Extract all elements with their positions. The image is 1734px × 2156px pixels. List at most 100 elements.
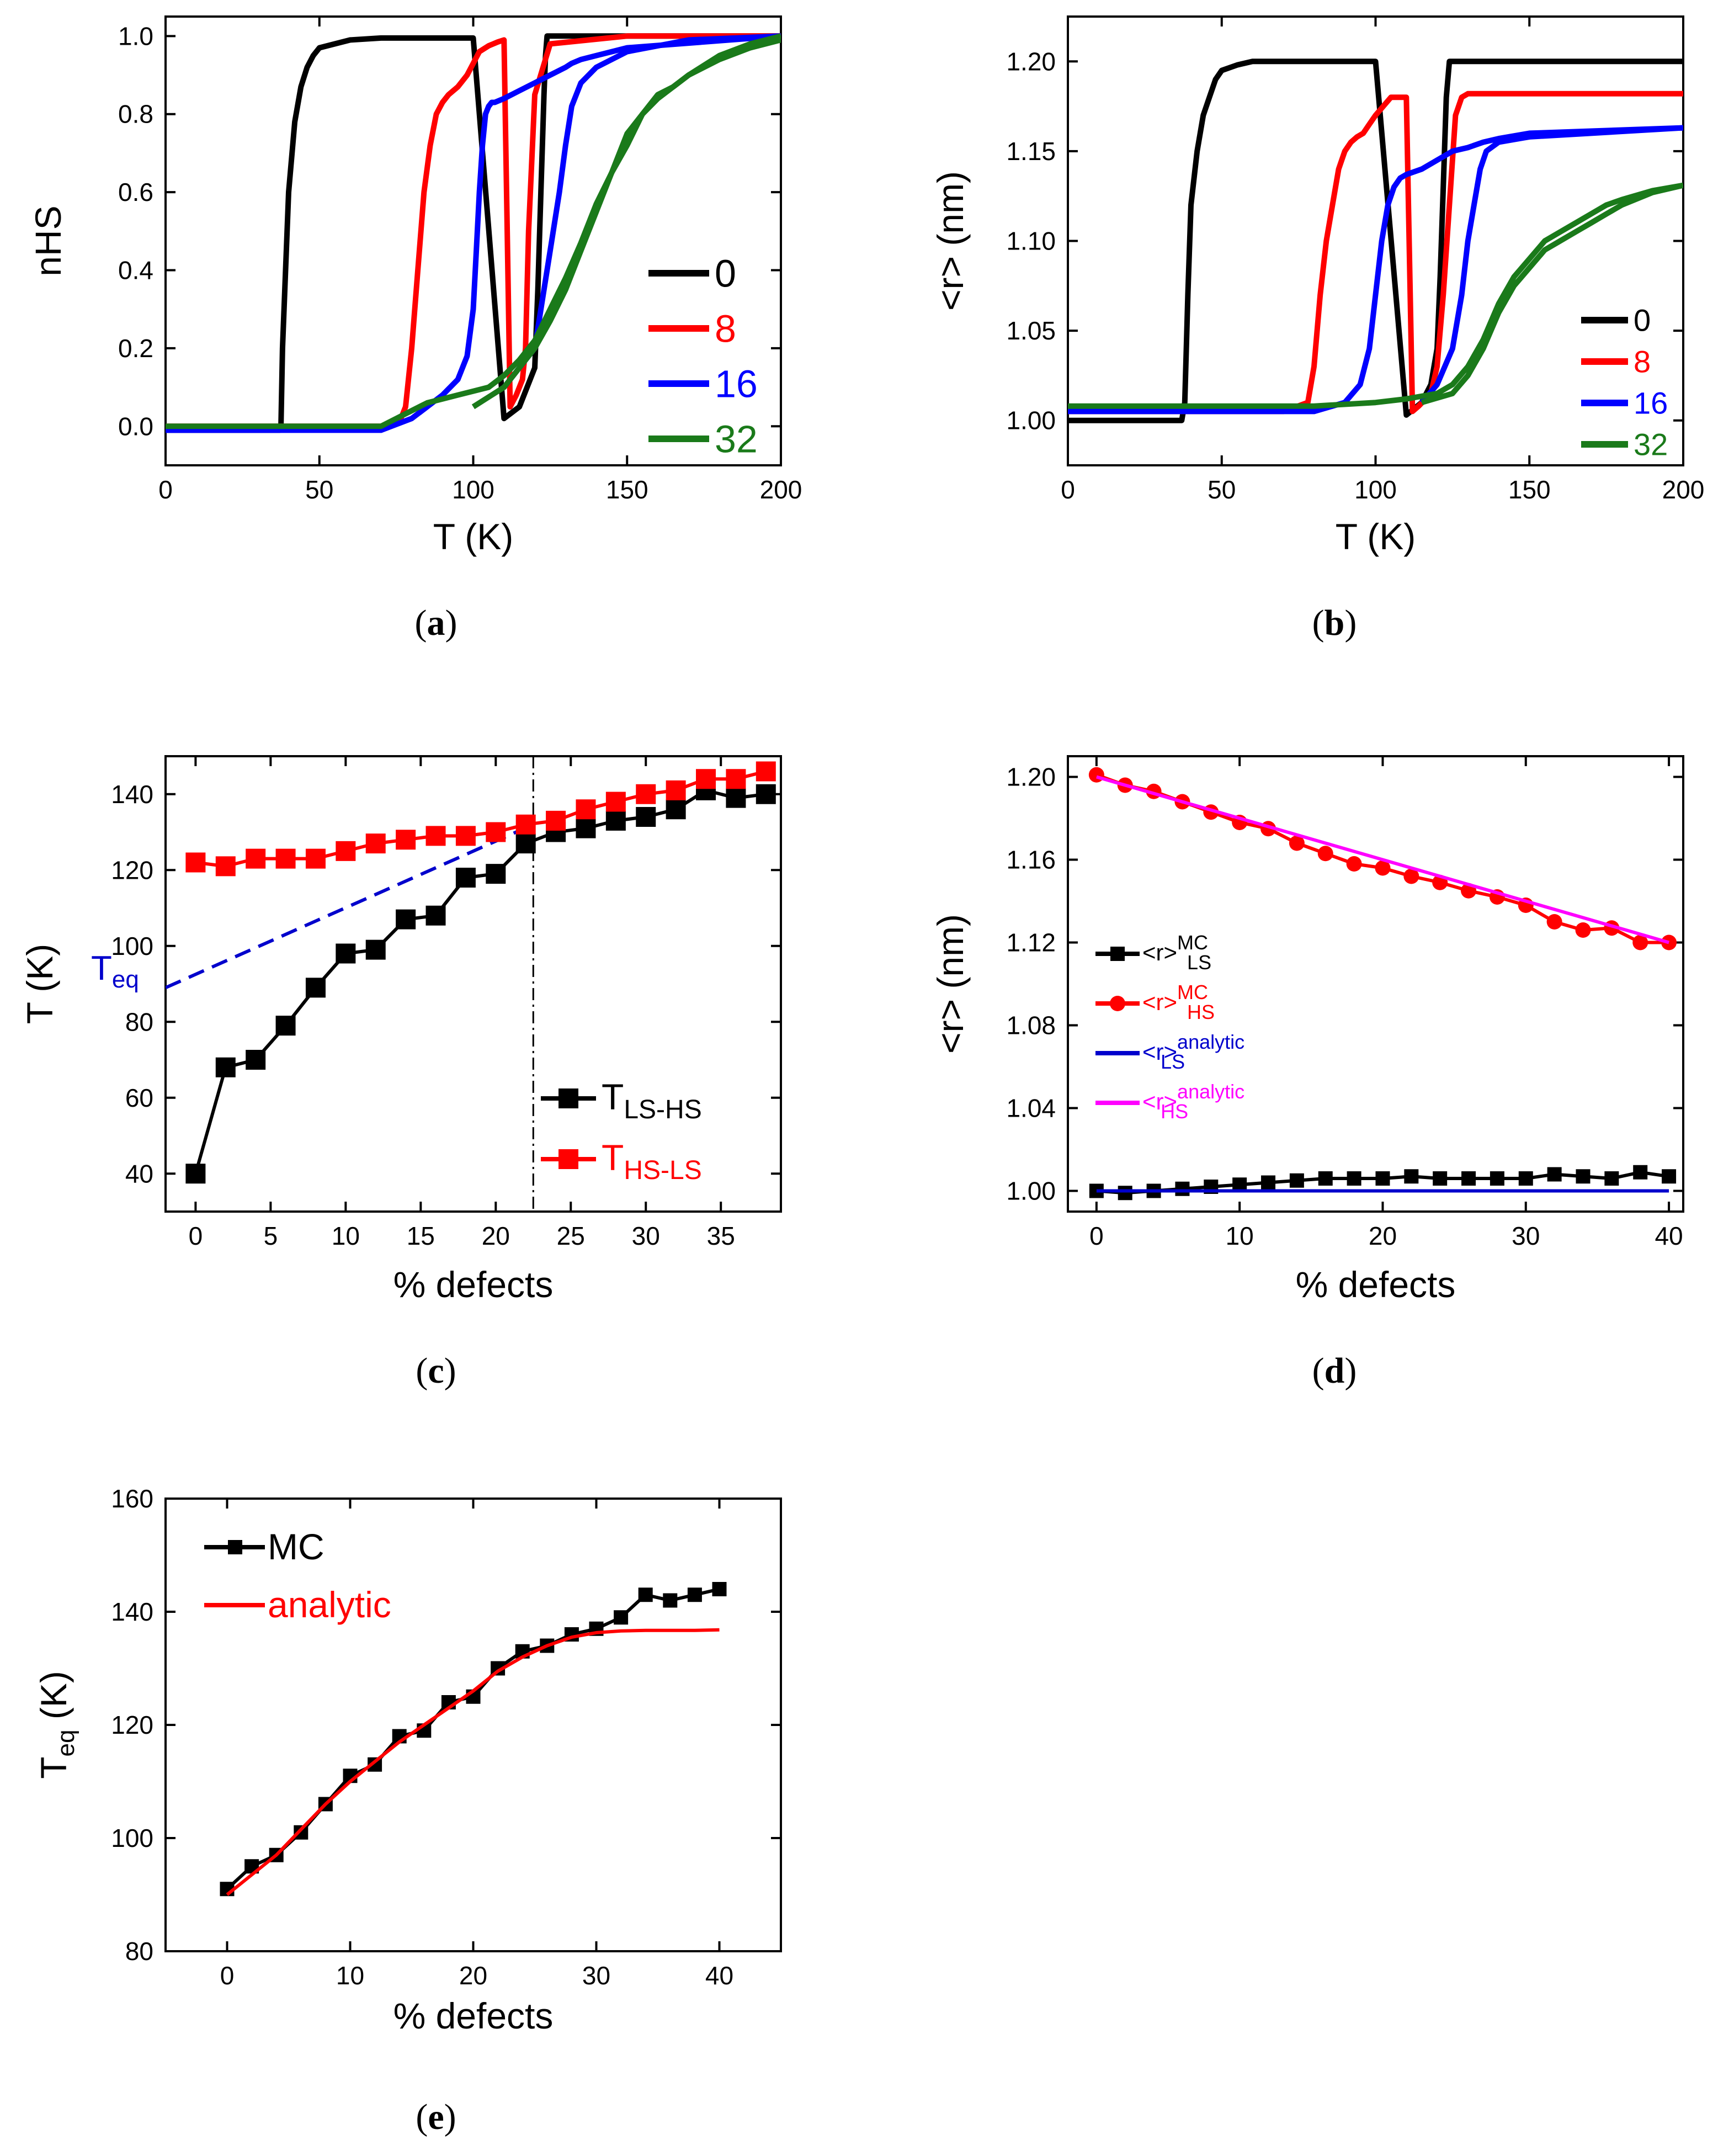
- data-point: [1633, 1165, 1648, 1180]
- data-point: [546, 810, 566, 831]
- data-point: [1289, 1173, 1304, 1188]
- y-tick-label: 1.00: [1006, 406, 1056, 435]
- series-line-1: [166, 33, 781, 429]
- data-point: [1604, 1171, 1619, 1186]
- legend-sub: HS-LS: [624, 1156, 701, 1185]
- series-line-2: [1068, 125, 1683, 415]
- data-point: [1546, 914, 1562, 930]
- plot-area: [220, 1582, 727, 1897]
- legend-label: 8: [715, 307, 736, 351]
- legend-label: 0: [1634, 303, 1651, 338]
- data-point: [1632, 934, 1648, 950]
- y-tick-label: 0.2: [118, 334, 153, 363]
- y-tick-label: 140: [111, 780, 153, 809]
- chart-panel-c: 0 5 10 15 20 25 30 35 40 60 80 100 120 140 % defects T …: [19, 755, 782, 1391]
- x-tick-label: 20: [1369, 1222, 1397, 1250]
- data-point: [1404, 1169, 1419, 1184]
- x-tick-label: 5: [264, 1222, 278, 1250]
- data-point: [1433, 1171, 1448, 1186]
- y-tick-label: 1.05: [1006, 316, 1056, 345]
- y-tick-label: 40: [125, 1159, 153, 1188]
- caption-paren: ): [1344, 1351, 1357, 1391]
- caption-letter: e: [428, 2097, 444, 2137]
- caption-paren: (: [415, 603, 427, 643]
- y-tick-label: 1.04: [1006, 1094, 1056, 1123]
- x-tick-label: 35: [707, 1222, 735, 1250]
- x-axis-label: % defects: [1296, 1264, 1456, 1305]
- legend-label: 16: [715, 363, 758, 406]
- data-point: [396, 830, 416, 850]
- legend-label: 0: [715, 252, 736, 295]
- legend-sub: HS: [1187, 1001, 1215, 1023]
- data-point: [275, 848, 296, 869]
- x-tick-label: 100: [1354, 475, 1397, 504]
- data-point: [1375, 860, 1391, 876]
- y-axis-label: <r> (nm): [930, 914, 971, 1054]
- series-line-2: [166, 33, 781, 433]
- data-point: [1575, 922, 1591, 938]
- y-tick-label: 1.16: [1006, 846, 1056, 874]
- data-point: [687, 1587, 702, 1602]
- x-axis-label: % defects: [393, 1995, 554, 2036]
- data-point: [515, 833, 536, 854]
- series-line-4: [166, 37, 781, 429]
- x-tick-label: 150: [606, 475, 648, 504]
- data-point: [726, 788, 746, 808]
- legend-label: analytic: [268, 1584, 391, 1625]
- legend-main: <r>: [1142, 1039, 1177, 1065]
- series-line-0: [1068, 59, 1683, 423]
- data-point: [1088, 767, 1104, 783]
- legend-label: <r>MC HS: [1142, 981, 1215, 1023]
- y-tick-label: 60: [125, 1084, 153, 1112]
- teq-sub: eq: [112, 966, 139, 993]
- legend-marker: [228, 1540, 242, 1554]
- x-tick-label: 10: [336, 1961, 364, 1990]
- y-axis-label-main: T (K): [19, 944, 60, 1024]
- legend-sub: LS-HS: [624, 1095, 701, 1124]
- legend-label: 32: [1634, 427, 1668, 462]
- data-point: [1118, 1186, 1132, 1201]
- caption-letter: c: [428, 1351, 444, 1391]
- x-tick-label: 200: [1662, 475, 1705, 504]
- panel-caption: (e): [416, 2097, 456, 2137]
- data-point: [1318, 1171, 1333, 1186]
- y-axis-label-main: <r> (nm): [930, 914, 971, 1054]
- legend-main: T: [602, 1076, 624, 1117]
- series-line-5: [471, 33, 781, 410]
- data-point: [246, 848, 266, 869]
- legend-sup: MC: [1177, 981, 1208, 1003]
- data-point: [605, 810, 626, 831]
- chart-panel-a: 0 50 100 150 200 0.0 0.2 0.4 0.6 0.8 1.0 T (K) nHS (a…: [28, 15, 802, 643]
- y-tick-label: 1.20: [1006, 763, 1056, 792]
- data-point: [486, 822, 506, 842]
- legend-label: 32: [715, 418, 758, 461]
- x-axis-label: % defects: [393, 1264, 554, 1305]
- y-tick-label: 0.0: [118, 412, 153, 440]
- y-tick-label: 0.4: [118, 256, 153, 285]
- data-point: [1403, 868, 1419, 884]
- data-point: [756, 761, 776, 782]
- y-tick-label: 80: [125, 1007, 153, 1036]
- data-point: [1461, 1171, 1476, 1186]
- chart-panel-b: 0 50 100 150 200 1.00 1.05 1.10 1.15 1.20 T (K) <r>…: [930, 15, 1705, 643]
- data-point: [666, 799, 686, 820]
- data-point: [1547, 1167, 1562, 1182]
- teq-annotation: Teq: [91, 949, 139, 993]
- caption-letter: a: [427, 603, 445, 643]
- data-point: [1662, 1169, 1677, 1184]
- data-point: [638, 1587, 653, 1602]
- data-point: [663, 1593, 678, 1608]
- data-point: [726, 769, 746, 789]
- x-tick-label: 30: [1512, 1222, 1540, 1250]
- y-tick-label: 100: [111, 932, 153, 960]
- legend-label: TLS-HS: [602, 1076, 702, 1124]
- legend-main: <r>: [1142, 1088, 1177, 1114]
- caption-letter: d: [1325, 1351, 1345, 1391]
- plot-area: [166, 756, 776, 1212]
- data-point: [666, 780, 686, 800]
- caption-paren: ): [444, 1351, 456, 1391]
- caption-paren: (: [1312, 603, 1325, 643]
- data-point: [1317, 846, 1333, 862]
- data-point: [1347, 1171, 1361, 1186]
